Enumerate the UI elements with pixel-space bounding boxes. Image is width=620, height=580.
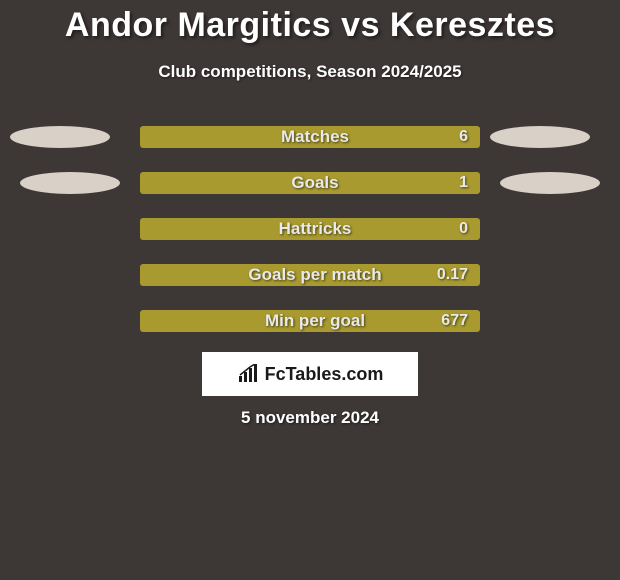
stat-bar: Matches 6 [140,126,480,148]
right-ellipse [490,126,590,148]
stat-value: 677 [441,312,468,330]
stat-bar: Goals per match 0.17 [140,264,480,286]
stat-value: 1 [459,174,468,192]
stat-row: Goals 1 [0,160,620,206]
stat-label: Goals per match [248,265,381,285]
left-ellipse [20,172,120,194]
stat-value: 0 [459,220,468,238]
stat-row: Matches 6 [0,114,620,160]
stat-bar: Min per goal 677 [140,310,480,332]
left-ellipse [10,126,110,148]
stat-label: Min per goal [265,311,365,331]
stats-rows: Matches 6 Goals 1 Hattricks 0 Goals per match 0… [0,114,620,344]
page-title: Andor Margitics vs Keresztes [0,0,620,45]
footer-date: 5 november 2024 [0,408,620,428]
stat-value: 0.17 [437,266,468,284]
stat-label: Goals [291,173,338,193]
stat-row: Goals per match 0.17 [0,252,620,298]
stat-value: 6 [459,128,468,146]
stat-row: Min per goal 677 [0,298,620,344]
page-subtitle: Club competitions, Season 2024/2025 [0,62,620,82]
logo-text: FcTables.com [265,364,384,385]
stat-label: Hattricks [279,219,352,239]
stat-row: Hattricks 0 [0,206,620,252]
logo-box: FcTables.com [202,352,418,396]
right-ellipse [500,172,600,194]
stat-bar: Goals 1 [140,172,480,194]
stat-label: Matches [281,127,349,147]
chart-icon [237,364,259,384]
stat-bar: Hattricks 0 [140,218,480,240]
